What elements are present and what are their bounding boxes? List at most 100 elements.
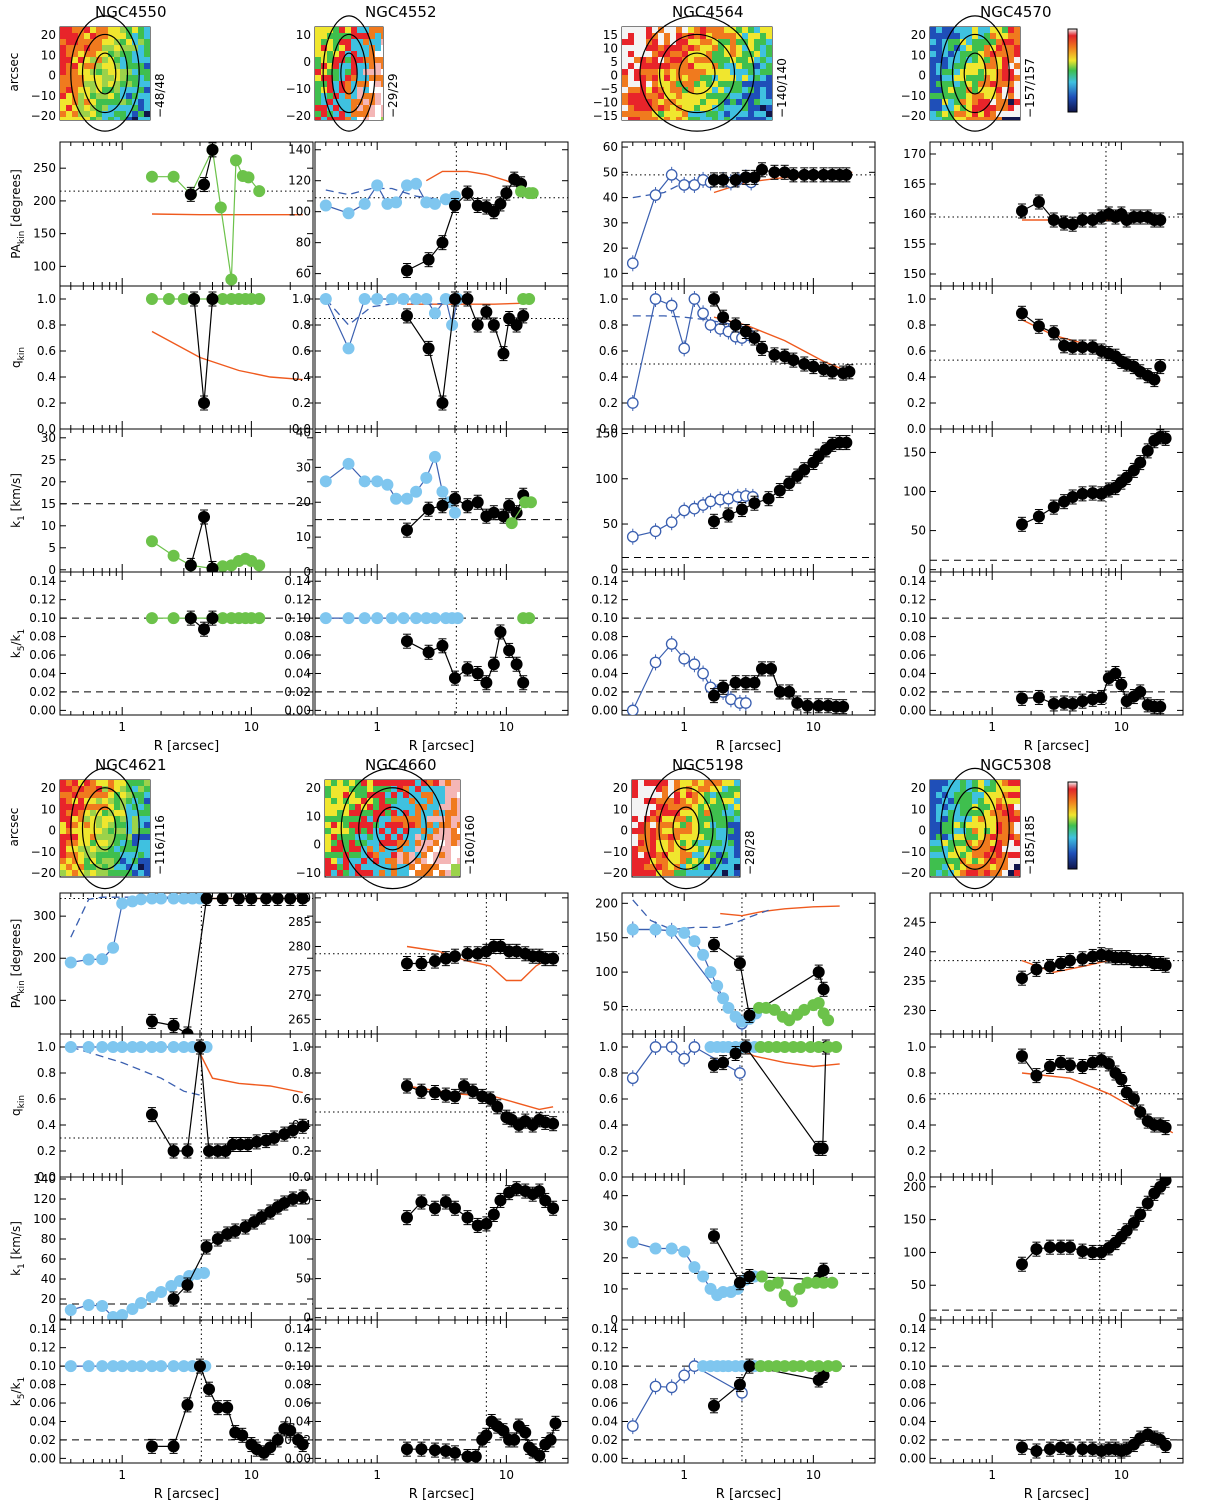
- ngc4552-map-pixel: [369, 63, 375, 69]
- ngc5198-map-pixel: [650, 804, 656, 810]
- ngc4550-map-ytick: 10: [41, 48, 56, 62]
- ngc4552-pa-data-point: [526, 187, 539, 200]
- ngc4552-map-pixel: [351, 69, 357, 75]
- ngc4660-map-pixel: [421, 786, 427, 792]
- ngc4552-q-data-point: [371, 292, 384, 305]
- ngc4550-map-pixel: [114, 117, 120, 120]
- ngc5198-map-pixel: [632, 828, 638, 834]
- ngc4550-map-pixel: [120, 45, 126, 51]
- ngc4550-k5-ytick: 0.06: [29, 648, 56, 662]
- ngc4660-map-pixel: [337, 870, 343, 876]
- ngc4564-map-pixel: [652, 51, 658, 57]
- ngc4564-map-pixel: [658, 99, 664, 105]
- ngc4660-map-pixel: [427, 810, 433, 816]
- ngc4552-q-ytick: 0.4: [292, 370, 311, 384]
- ngc4552-q-data-point: [422, 342, 435, 355]
- ngc4621-k5-data-point: [236, 1429, 249, 1442]
- ngc4660-map-pixel: [427, 822, 433, 828]
- ngc4660-map-pixel: [373, 792, 379, 798]
- ngc4552-map-pixel: [315, 117, 321, 120]
- ngc4564-map-ytick: −5: [600, 82, 618, 96]
- ngc4552-map-ytick: 0: [303, 55, 311, 69]
- ngc4550-map-pixel: [84, 45, 90, 51]
- ngc4552-pa-ytick: 120: [288, 174, 311, 188]
- ngc4564-map-pixel: [730, 33, 736, 39]
- ngc4552-map-pixel: [315, 111, 321, 117]
- ngc4550-map-pixel: [132, 33, 138, 39]
- ngc5198-map-pixel: [650, 786, 656, 792]
- ngc4660-map-pixel: [343, 864, 349, 870]
- ngc4550-map-pixel: [78, 99, 84, 105]
- ngc4564-map-pixel: [760, 93, 766, 99]
- ngc4660-map-pixel: [457, 798, 460, 804]
- ngc4660-map-ytick: 0: [313, 838, 321, 852]
- ngc4552-map-pixel: [327, 39, 333, 45]
- ngc4552-map-pixel: [363, 33, 369, 39]
- ngc4552-map-pixel: [351, 27, 357, 33]
- ngc4552-map-pixel: [381, 27, 383, 33]
- ngc4564-map-pixel: [748, 75, 754, 81]
- ngc4564-q-ytick: 0.2: [599, 396, 618, 410]
- ngc4564-map-pixel: [658, 69, 664, 75]
- ngc4564-map-pixel: [634, 27, 640, 33]
- ngc4552-q-data-point: [461, 292, 474, 305]
- ngc4564-map-pixel: [760, 81, 766, 87]
- ngc4660-map-pixel: [415, 780, 421, 786]
- ngc4570-map-pixel: [954, 69, 960, 75]
- ngc4550-q-ytick: 0.2: [37, 396, 56, 410]
- ngc4564-pa-data-point: [717, 173, 730, 186]
- ngc4621-map-pixel: [90, 804, 96, 810]
- ngc4564-map-ytick: 10: [603, 42, 618, 56]
- ngc4552-q-data-point: [497, 347, 510, 360]
- ngc4660-map-pixel: [367, 840, 373, 846]
- ngc4660-map-pixel: [367, 870, 373, 876]
- ngc4570-map-pixel: [1008, 45, 1014, 51]
- ngc4550-map-pixel: [126, 87, 132, 93]
- ngc4621-map-pixel: [132, 786, 138, 792]
- ngc4570-k5-panel: 0.140.120.100.080.060.040.020.00: [899, 571, 1184, 717]
- ngc4564-k5-open-point: [649, 656, 662, 669]
- ngc4552-map-pixel: [321, 33, 327, 39]
- ngc4621-map-pixel: [126, 780, 132, 786]
- ngc4564-map-pixel: [712, 33, 718, 39]
- ngc4660-map-pixel: [331, 846, 337, 852]
- ngc4564-k5-open-point: [739, 697, 752, 709]
- ngc5198-map-pixel: [674, 816, 680, 822]
- ngc4660-q-data-point: [448, 1090, 461, 1103]
- ngc4660-map-pixel: [439, 828, 445, 834]
- ngc4564-pa-data-point: [768, 166, 781, 179]
- ngc4660-map-pixel: [331, 834, 337, 840]
- ngc4564-q-ytick: 0.6: [599, 344, 618, 358]
- ngc4570-map-pixel: [1002, 39, 1008, 45]
- ngc4660-k5-ytick: 0.14: [284, 1322, 311, 1336]
- ngc4570-map-pixel: [978, 63, 984, 69]
- ngc4660-map-pixel: [355, 840, 361, 846]
- ngc4564-map-pixel: [628, 81, 634, 87]
- ngc5198-map-pixel: [710, 786, 716, 792]
- ngc4570-map-pixel: [972, 105, 978, 111]
- ngc4552-map-pixel: [345, 75, 351, 81]
- ngc4660-map-pixel: [367, 828, 373, 834]
- ngc4564-k5-data-point: [765, 662, 778, 675]
- ngc4552-map-pixel: [351, 99, 357, 105]
- ngc4621-map-pixel: [66, 792, 72, 798]
- ngc4550-map-pixel: [126, 51, 132, 57]
- ngc4621-pa-data-point: [64, 956, 77, 969]
- ngc4660-map-pixel: [451, 858, 457, 864]
- ngc4621-map-pixel: [60, 792, 66, 798]
- ngc4564-map-pixel: [706, 27, 712, 33]
- ngc4550-map-pixel: [72, 27, 78, 33]
- ngc4660-map-pixel: [331, 810, 337, 816]
- ngc5198-map-pixel: [644, 780, 650, 786]
- ngc4660-map-pixel: [445, 840, 451, 846]
- ngc4552-q-data-point: [428, 307, 441, 320]
- ngc4550-map-pixel: [138, 33, 144, 39]
- ngc4552-map-pixel: [315, 27, 321, 33]
- ngc4660-map-pixel: [355, 828, 361, 834]
- ngc4570-map-pixel: [972, 81, 978, 87]
- ngc4660-q-ytick: 0.4: [292, 1118, 311, 1132]
- ngc4621-pa-data-point: [181, 1028, 194, 1034]
- ngc4660-map-pixel: [337, 786, 343, 792]
- ngc4621-map-pixel: [120, 786, 126, 792]
